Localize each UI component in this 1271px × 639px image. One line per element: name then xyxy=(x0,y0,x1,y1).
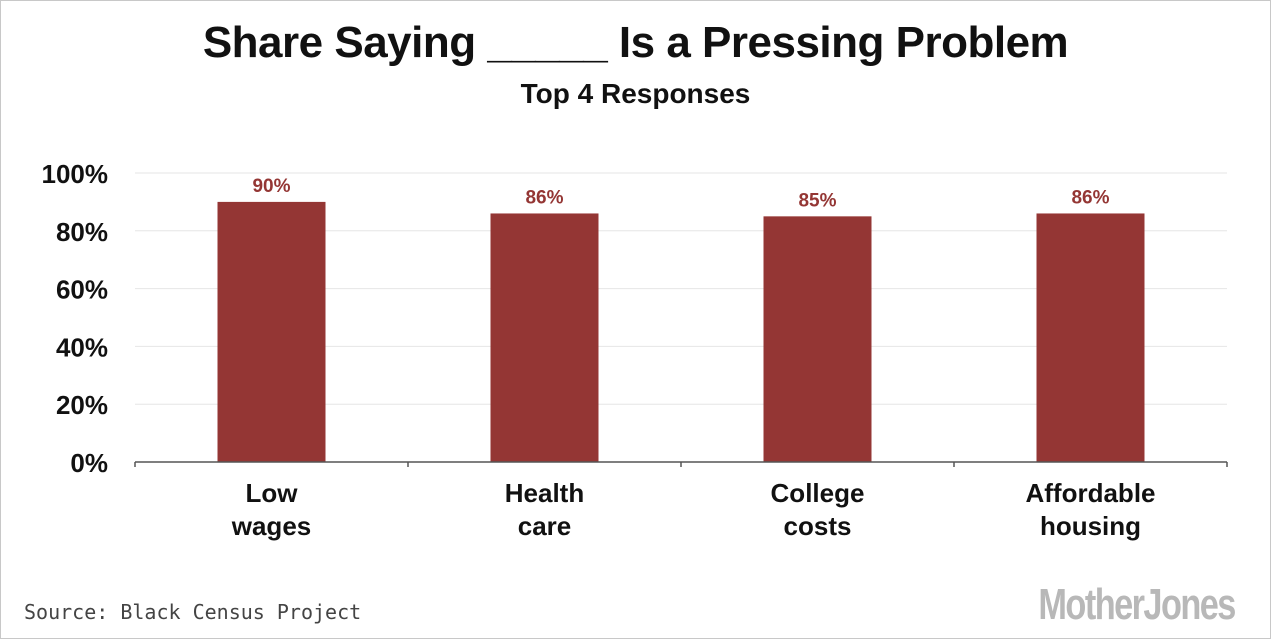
bar xyxy=(217,201,326,462)
x-tick-label: Affordable xyxy=(1026,478,1156,508)
y-tick-label: 60% xyxy=(56,275,108,305)
data-label: 85% xyxy=(798,190,836,211)
data-label: 86% xyxy=(1071,187,1109,208)
chart-title: Share Saying _____ Is a Pressing Problem xyxy=(202,18,1069,67)
mother-jones-logo: MotherJones xyxy=(1038,580,1237,629)
x-tick-label: care xyxy=(518,511,572,541)
source-note: Source: Black Census Project xyxy=(24,600,362,624)
y-tick-label: 40% xyxy=(56,332,108,362)
x-tick-label: wages xyxy=(231,511,312,541)
x-tick-label: Health xyxy=(505,478,584,508)
x-tick-label: Low xyxy=(246,478,299,508)
bar xyxy=(763,216,872,462)
bar xyxy=(1036,213,1145,462)
y-tick-label: 100% xyxy=(42,159,109,189)
y-tick-label: 20% xyxy=(56,390,108,420)
data-label: 90% xyxy=(252,176,290,197)
y-tick-label: 0% xyxy=(70,448,108,478)
data-label: 86% xyxy=(525,187,563,208)
x-tick-label: costs xyxy=(784,511,852,541)
x-tick-label: College xyxy=(771,478,865,508)
y-tick-label: 80% xyxy=(56,217,108,247)
bar xyxy=(490,213,599,462)
chart-subtitle: Top 4 Responses xyxy=(520,78,751,109)
x-tick-label: housing xyxy=(1040,511,1141,541)
